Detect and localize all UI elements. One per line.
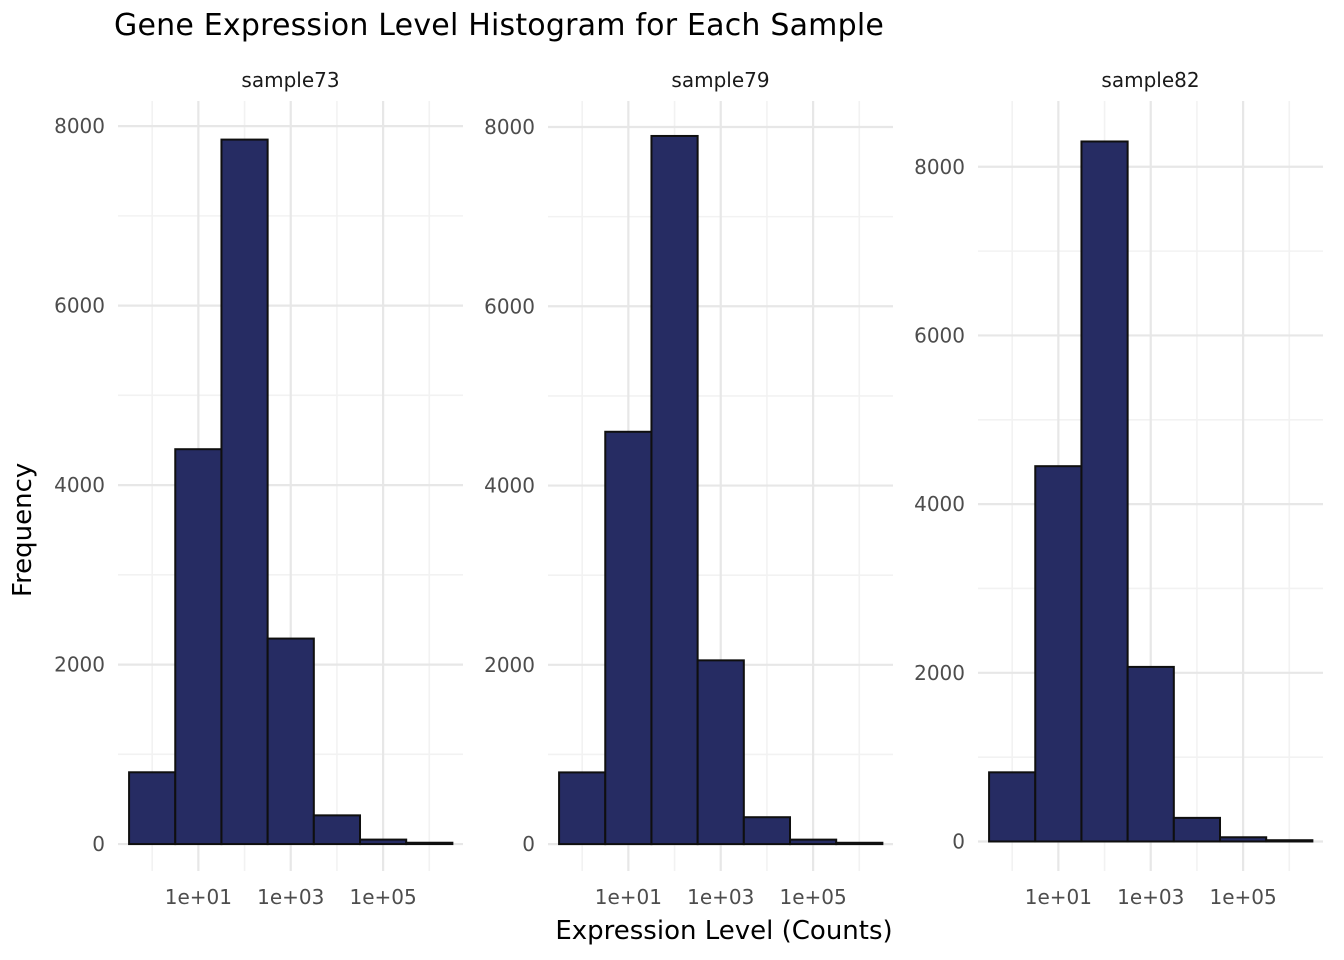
- x-tick-label: 1e+05: [349, 885, 416, 909]
- facet-sample73: sample73 0 2000 4000 6000 8000 1e+01 1e+03 1e+0…: [55, 44, 463, 916]
- histogram-panel-sample82: 0 2000 4000 6000 8000 1e+01 1e+03 1e+05: [915, 101, 1323, 909]
- y-tick-label: 2000: [915, 661, 965, 685]
- facet-row: sample73 0 2000 4000 6000 8000 1e+01 1e+03 1e+0…: [55, 44, 1344, 916]
- y-tick-label: 0: [522, 832, 535, 856]
- y-tick-label: 2000: [55, 653, 105, 677]
- y-tick-label: 0: [952, 829, 965, 853]
- histogram-bar: [359, 838, 408, 846]
- y-tick-label: 8000: [55, 114, 105, 138]
- y-tick-label: 4000: [485, 474, 535, 498]
- figure: Gene Expression Level Histogram for Each…: [0, 8, 1344, 960]
- histogram-bar: [405, 841, 454, 846]
- histogram-bar: [789, 838, 838, 846]
- histogram-bar: [1265, 839, 1314, 843]
- histogram-bar: [988, 771, 1037, 843]
- facet-title-sample79: sample79: [671, 68, 770, 92]
- histogram-bar: [742, 816, 792, 846]
- facet-sample82: sample82 0 2000 4000 6000 8000 1e+01 1e+03 1e+0…: [915, 44, 1323, 916]
- facet-title-sample73: sample73: [241, 68, 340, 92]
- y-tick-label: 4000: [55, 473, 105, 497]
- histogram-bar: [266, 637, 315, 846]
- y-axis-title: Frequency: [8, 462, 38, 598]
- histogram-bar: [1172, 816, 1222, 843]
- histogram-bar: [558, 771, 607, 846]
- histogram-panel-sample73: 0 2000 4000 6000 8000 1e+01 1e+03 1e+05: [55, 101, 463, 909]
- x-tick-label: 1e+03: [687, 885, 754, 909]
- y-tick-label: 8000: [485, 115, 535, 139]
- facet-title-sample82: sample82: [1101, 68, 1200, 92]
- y-tick-label: 6000: [55, 294, 105, 318]
- x-tick-label: 1e+05: [779, 885, 846, 909]
- x-tick-label: 1e+03: [257, 885, 324, 909]
- histogram-bar: [1034, 465, 1083, 843]
- histogram-bar: [128, 771, 177, 846]
- histogram-bar: [696, 659, 745, 846]
- y-tick-label: 2000: [485, 653, 535, 677]
- histogram-bar: [312, 814, 362, 846]
- x-tick-label: 1e+01: [1025, 885, 1092, 909]
- x-tick-label: 1e+05: [1209, 885, 1276, 909]
- x-axis-title: Expression Level (Counts): [555, 916, 893, 946]
- y-tick-label: 4000: [915, 492, 965, 516]
- y-tick-label: 8000: [915, 155, 965, 179]
- x-tick-label: 1e+01: [595, 885, 662, 909]
- histogram-bar: [174, 448, 223, 846]
- histogram-bar: [835, 841, 884, 846]
- chart-title: Gene Expression Level Histogram for Each…: [114, 8, 885, 43]
- plot-region: Frequency sample73 0 2000 4000 6000 8000 1e+0…: [0, 44, 1344, 946]
- x-tick-label: 1e+01: [165, 885, 232, 909]
- x-tick-label: 1e+03: [1117, 885, 1184, 909]
- histogram-bar: [220, 138, 269, 846]
- histogram-panel-sample79: 0 2000 4000 6000 8000 1e+01 1e+03 1e+05: [485, 101, 893, 909]
- histogram-bar: [1219, 836, 1268, 843]
- histogram-bar: [650, 134, 699, 846]
- histogram-bar: [1080, 140, 1129, 843]
- histogram-bar: [604, 430, 653, 846]
- y-tick-label: 6000: [915, 323, 965, 347]
- y-tick-label: 0: [92, 832, 105, 856]
- y-tick-label: 6000: [485, 294, 535, 318]
- histogram-bar: [1126, 665, 1175, 843]
- facet-sample79: sample79 0 2000 4000 6000 8000 1e+01 1e+03 1e+0…: [485, 44, 893, 916]
